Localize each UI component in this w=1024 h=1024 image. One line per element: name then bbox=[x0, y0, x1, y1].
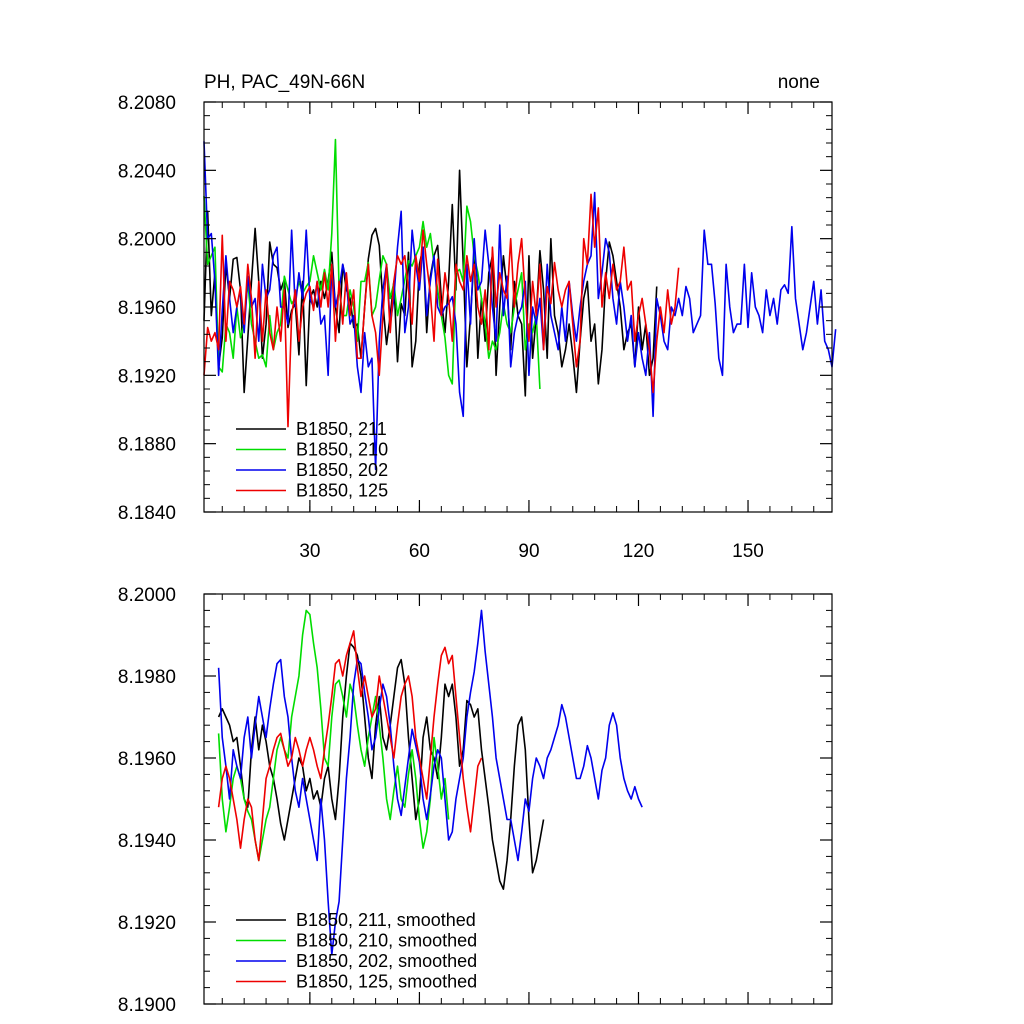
x-tick-label: 30 bbox=[299, 541, 320, 562]
y-tick-label: 8.2000 bbox=[118, 585, 176, 606]
y-tick-label: 8.2000 bbox=[118, 230, 176, 251]
series-line bbox=[217, 609, 643, 956]
legend-label: B1850, 210, smoothed bbox=[296, 931, 477, 951]
top-panel: 8.1840 8.1880 8.1920 8.1960 8.2000 8.2040 8.20… bbox=[118, 93, 837, 562]
y-tick-label: 8.1940 bbox=[118, 831, 176, 852]
chart-title-left: PH, PAC_49N-66N bbox=[204, 72, 365, 93]
y-tick-label: 8.2040 bbox=[118, 161, 176, 182]
x-tick-label: 150 bbox=[732, 541, 764, 562]
legend-label: B1850, 125, smoothed bbox=[296, 972, 477, 992]
legend-label: B1850, 211 bbox=[296, 419, 387, 439]
chart-title-right: none bbox=[778, 72, 820, 93]
legend-label: B1850, 202, smoothed bbox=[296, 951, 477, 971]
bottom-panel: 8.1900 8.1920 8.1940 8.1960 8.1980 8.2000 B185… bbox=[118, 585, 833, 1016]
y-tick-label: 8.1920 bbox=[118, 913, 176, 934]
y-tick-label: 8.1900 bbox=[118, 995, 176, 1016]
x-tick-label: 60 bbox=[409, 541, 430, 562]
y-tick-label: 8.1880 bbox=[118, 435, 176, 456]
series-line bbox=[217, 630, 483, 862]
plot-frame bbox=[203, 593, 833, 1005]
series-line bbox=[203, 193, 680, 428]
legend-label: B1850, 210 bbox=[296, 440, 388, 460]
y-tick-label: 8.2080 bbox=[118, 93, 176, 114]
series-line bbox=[217, 642, 545, 891]
legend-label: B1850, 211, smoothed bbox=[296, 910, 476, 930]
x-tick-label: 120 bbox=[623, 541, 655, 562]
y-tick-label: 8.1840 bbox=[118, 503, 176, 524]
legend-label: B1850, 202 bbox=[296, 460, 388, 480]
y-tick-label: 8.1980 bbox=[118, 667, 176, 688]
x-tick-label: 90 bbox=[518, 541, 539, 562]
y-tick-label: 8.1960 bbox=[118, 298, 176, 319]
y-tick-label: 8.1960 bbox=[118, 749, 176, 770]
legend-label: B1850, 125 bbox=[296, 481, 388, 501]
y-tick-label: 8.1920 bbox=[118, 366, 176, 387]
